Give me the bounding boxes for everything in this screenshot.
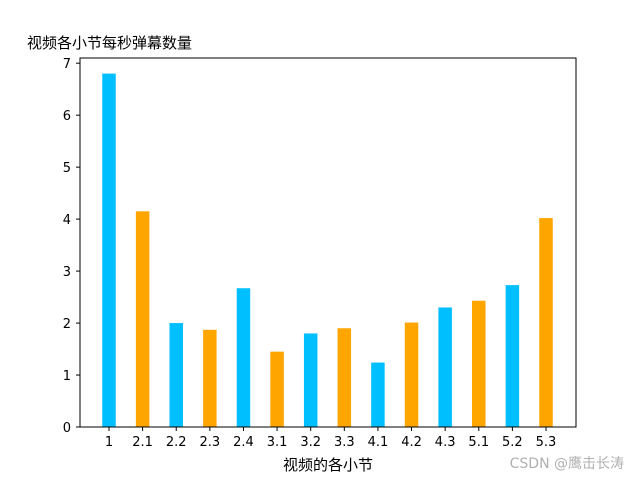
bar-1 bbox=[102, 73, 116, 427]
x-tick-label: 5.1 bbox=[468, 435, 489, 450]
x-tick-label: 2.1 bbox=[132, 435, 153, 450]
x-tick-label: 4.3 bbox=[435, 435, 456, 450]
y-tick-label: 0 bbox=[63, 421, 71, 436]
x-tick-label: 5.3 bbox=[536, 435, 557, 450]
y-tick-label: 1 bbox=[63, 369, 71, 384]
x-tick-label: 3.1 bbox=[267, 435, 288, 450]
bar-3.2 bbox=[303, 333, 318, 427]
y-tick-label: 2 bbox=[63, 317, 71, 332]
y-tick-label: 4 bbox=[63, 213, 71, 228]
x-tick-label: 3.2 bbox=[300, 435, 321, 450]
bar-2.1 bbox=[135, 211, 150, 427]
x-tick-label: 4.1 bbox=[368, 435, 389, 450]
bar-3.3 bbox=[337, 328, 352, 427]
x-tick-label: 5.2 bbox=[502, 435, 523, 450]
chart-title: 视频各小节每秒弹幕数量 bbox=[27, 34, 192, 52]
x-tick-label: 2.2 bbox=[166, 435, 187, 450]
y-tick-label: 6 bbox=[63, 109, 71, 124]
x-tick-label: 2.3 bbox=[200, 435, 221, 450]
x-tick-label: 4.2 bbox=[401, 435, 422, 450]
bar-4.2 bbox=[404, 322, 419, 427]
y-tick-label: 7 bbox=[63, 57, 71, 72]
bar-3.1 bbox=[270, 351, 284, 427]
x-tick-label: 1 bbox=[105, 435, 113, 450]
plot-frame bbox=[79, 57, 577, 428]
y-tick-label: 5 bbox=[63, 161, 71, 176]
bar-2.2 bbox=[169, 323, 183, 427]
bar-4.3 bbox=[438, 307, 452, 427]
bars-group bbox=[102, 73, 553, 427]
bar-2.4 bbox=[236, 288, 251, 427]
y-tick-label: 3 bbox=[63, 265, 71, 280]
y-axis: 0 1 2 3 4 5 6 7 bbox=[63, 57, 80, 436]
x-tick-label: 3.3 bbox=[334, 435, 355, 450]
x-axis-title: 视频的各小节 bbox=[283, 456, 373, 474]
bar-5.1 bbox=[472, 300, 486, 427]
bar-2.3 bbox=[203, 329, 217, 427]
bar-4.1 bbox=[371, 362, 385, 427]
x-tick-label: 2.4 bbox=[233, 435, 254, 450]
x-axis: 1 2.1 2.2 2.3 2.4 3.1 3.2 3.3 4.1 4.2 4.3 5.1 5.2 5.3 bbox=[105, 427, 556, 450]
watermark-text: CSDN @鹰击长涛 bbox=[510, 456, 624, 472]
bar-5.2 bbox=[505, 285, 520, 427]
bar-5.3 bbox=[539, 218, 553, 427]
